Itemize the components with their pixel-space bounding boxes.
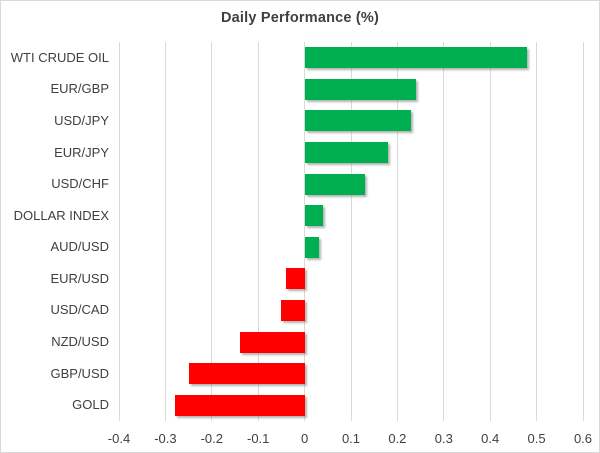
x-tick-label: -0.4 [107, 431, 131, 446]
category-label: EUR/USD [50, 270, 109, 286]
plot-area [118, 42, 584, 421]
category-label: NZD/USD [51, 334, 109, 350]
x-tick-label: -0.1 [246, 431, 270, 446]
bar [304, 205, 324, 227]
bar [188, 363, 305, 385]
gridline [396, 42, 398, 421]
category-label: USD/JPY [54, 112, 109, 128]
gridline [536, 42, 538, 421]
category-axis: WTI CRUDE OIL EUR/GBP USD/JPY EUR/JPY USD/CH… [1, 42, 109, 421]
gridline [164, 42, 166, 421]
x-tick-label: -0.2 [200, 431, 223, 446]
bar [304, 47, 528, 69]
category-label: AUD/USD [50, 239, 109, 255]
bar [304, 236, 319, 258]
x-tick-label: 0.5 [527, 431, 546, 446]
bar [281, 299, 305, 321]
bar [174, 394, 305, 416]
bar [304, 110, 412, 132]
x-tick-label: 0.4 [481, 431, 500, 446]
gridline [489, 42, 491, 421]
bar [239, 331, 305, 353]
x-tick-label: 0.6 [573, 431, 593, 446]
gridline [211, 42, 213, 421]
category-label: EUR/GBP [50, 81, 109, 97]
category-label: GOLD [72, 397, 109, 413]
value-axis: -0.4 -0.3 -0.2 -0.1 0 0.1 0.2 0.3 0.4 0.5 0.6 [1, 431, 599, 449]
x-tick-label: 0.1 [341, 431, 361, 446]
category-label: EUR/JPY [54, 144, 109, 160]
gridline [304, 42, 306, 421]
category-label: USD/CHF [51, 176, 109, 192]
x-tick-label: 0 [300, 431, 309, 446]
chart-title: Daily Performance (%) [220, 10, 380, 26]
bar [304, 78, 416, 100]
bar [304, 173, 365, 195]
category-label: DOLLAR INDEX [13, 207, 109, 223]
category-label: WTI CRUDE OIL [10, 49, 109, 65]
gridline [350, 42, 352, 421]
gridline [582, 42, 584, 421]
x-tick-label: -0.3 [154, 431, 177, 446]
bar [286, 268, 305, 290]
bar [304, 142, 389, 164]
x-tick-label: 0.2 [388, 431, 407, 446]
gridline [118, 42, 120, 421]
category-label: GBP/USD [50, 365, 109, 381]
gridline [257, 42, 259, 421]
x-tick-label: 0.3 [434, 431, 453, 446]
category-label: USD/CAD [50, 302, 109, 318]
gridline [443, 42, 445, 421]
